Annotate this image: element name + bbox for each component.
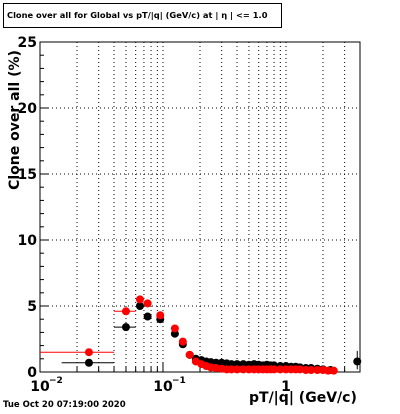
timestamp-footer: Tue Oct 20 07:19:00 2020: [3, 400, 126, 410]
marker-red: [121, 307, 130, 316]
marker-red: [295, 365, 304, 374]
marker-red: [276, 365, 285, 374]
marker-red: [84, 348, 93, 357]
marker-red: [324, 366, 333, 375]
marker-black: [84, 358, 93, 367]
marker-red: [185, 350, 194, 359]
marker-red: [307, 366, 316, 375]
marker-red: [313, 366, 322, 375]
y-tick-label: 25: [18, 35, 37, 51]
marker-red: [135, 295, 144, 304]
y-tick-label: 10: [18, 233, 38, 249]
marker-red: [270, 365, 279, 374]
x-axis-title: pT/|q| (GeV/c): [249, 390, 357, 406]
x-tick-label: 10: [153, 379, 173, 395]
marker-black: [121, 323, 130, 332]
y-axis-title: Clone over all (%): [7, 50, 23, 190]
marker-red: [329, 366, 338, 375]
chart-title: Clone over all for Global vs pT/|q| (GeV…: [3, 3, 282, 28]
y-tick-label: 5: [27, 299, 37, 315]
grid-lines: [40, 42, 360, 372]
marker-red: [233, 365, 242, 374]
x-tick-label: 10: [30, 379, 50, 395]
x-tick-exponent: −1: [172, 376, 186, 386]
marker-black: [135, 302, 144, 310]
marker-black: [143, 312, 152, 321]
data-points: [40, 295, 362, 375]
marker-red: [239, 365, 248, 374]
marker-red: [143, 299, 152, 308]
y-tick-label: 15: [18, 167, 37, 183]
x-tick-label: 1: [281, 379, 291, 395]
marker-red: [178, 337, 187, 346]
marker-red: [227, 365, 236, 374]
y-axis-title-container: Clone over all (%): [5, 50, 25, 190]
y-tick-label: 20: [18, 101, 38, 117]
x-tick-exponent: −2: [49, 376, 63, 386]
y-tick-label: 0: [27, 365, 37, 381]
marker-black: [353, 357, 362, 366]
marker-red: [156, 311, 165, 320]
marker-red: [170, 324, 179, 333]
